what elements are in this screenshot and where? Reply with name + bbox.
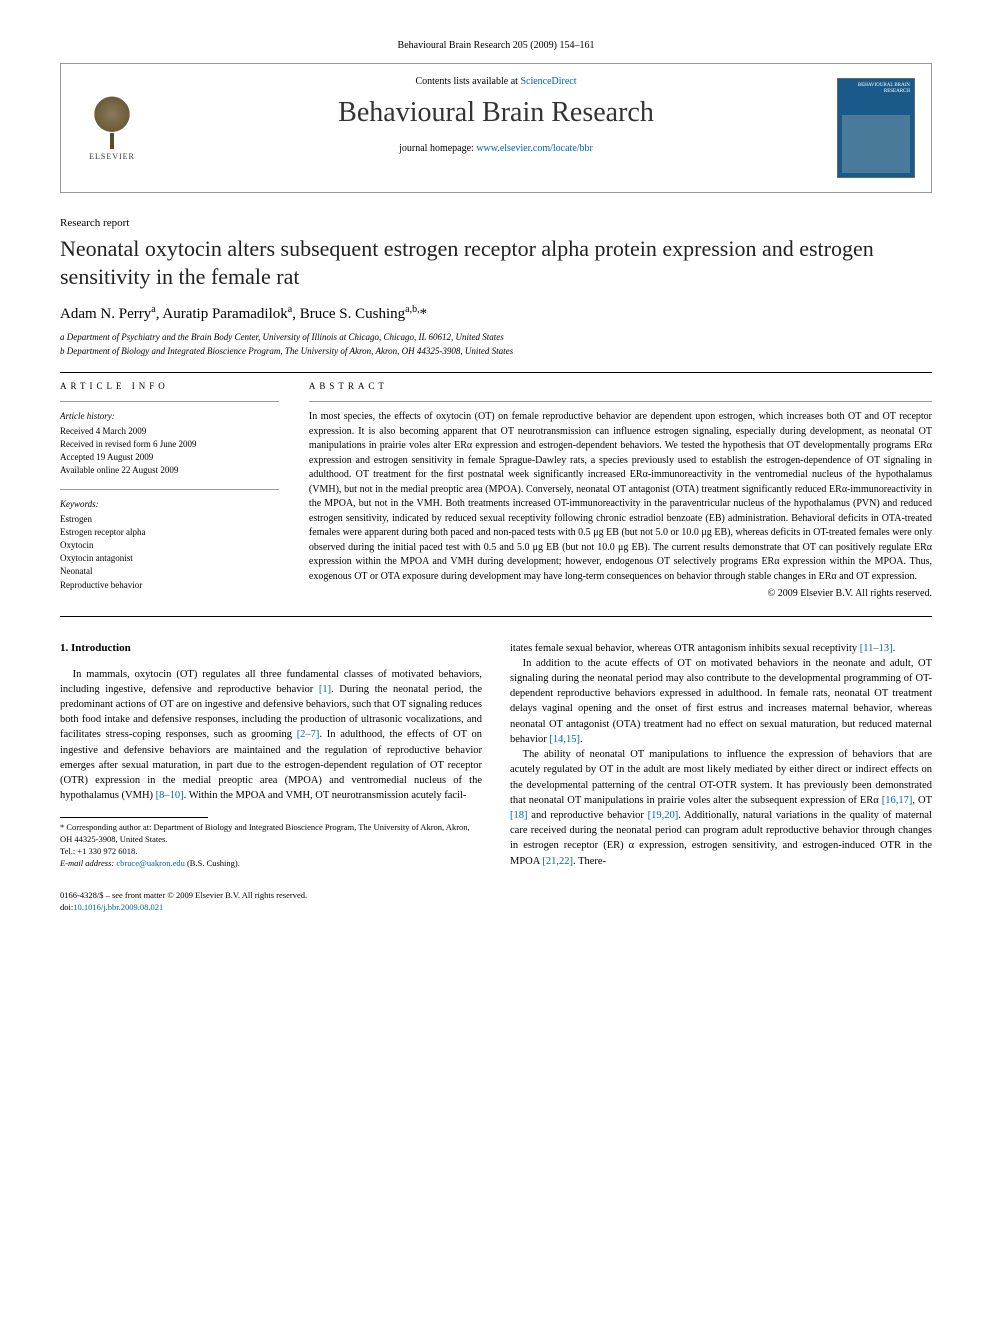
p2-text-b: . [580, 734, 583, 745]
abstract-text: In most species, the effects of oxytocin… [309, 410, 932, 584]
keyword-0: Estrogen [60, 513, 279, 526]
info-divider-2 [60, 489, 279, 490]
keyword-5: Reproductive behavior [60, 579, 279, 592]
keyword-2: Oxytocin [60, 539, 279, 552]
keywords-block: Keywords: Estrogen Estrogen receptor alp… [60, 498, 279, 591]
article-info-heading: ARTICLE INFO [60, 381, 279, 391]
p3-text-b: , OT [912, 795, 932, 806]
email-link[interactable]: cbruce@uakron.edu [116, 858, 184, 868]
sciencedirect-link[interactable]: ScienceDirect [520, 76, 576, 87]
doi-link[interactable]: 10.1016/j.bbr.2009.08.021 [73, 902, 163, 912]
author-2: Auratip Paramadilok [162, 306, 287, 322]
author-1: Adam N. Perry [60, 306, 151, 322]
p3-text-a: The ability of neonatal OT manipulations… [510, 749, 932, 806]
keywords-label: Keywords: [60, 498, 279, 511]
email-label: E-mail address: [60, 858, 116, 868]
footnote-corresponding: * Corresponding author at: Department of… [60, 822, 482, 846]
info-divider-1 [60, 401, 279, 402]
ref-link-18[interactable]: [18] [510, 810, 528, 821]
keyword-4: Neonatal [60, 565, 279, 578]
cover-title: BEHAVIOURAL BRAIN RESEARCH [842, 83, 910, 95]
p2-text-a: In addition to the acute effects of OT o… [510, 658, 932, 745]
author-1-aff: a [151, 304, 155, 315]
divider-top [60, 372, 932, 373]
contents-available-line: Contents lists available at ScienceDirec… [77, 76, 915, 87]
footnote-separator [60, 817, 208, 818]
ref-link-19-20[interactable]: [19,20] [648, 810, 679, 821]
p3-text-e: . There- [573, 856, 606, 867]
intro-para-1: In mammals, oxytocin (OT) regulates all … [60, 667, 482, 804]
history-revised: Received in revised form 6 June 2009 [60, 438, 279, 451]
header-citation: Behavioural Brain Research 205 (2009) 15… [60, 40, 932, 51]
ref-link-14-15[interactable]: [14,15] [549, 734, 580, 745]
p1-text-e: . [893, 643, 896, 654]
elsevier-text: ELSEVIER [89, 152, 135, 161]
contents-prefix: Contents lists available at [415, 76, 520, 87]
abstract-divider [309, 401, 932, 402]
journal-cover-thumbnail: BEHAVIOURAL BRAIN RESEARCH [837, 78, 915, 178]
author-2-aff: a [288, 304, 292, 315]
author-3: Bruce S. Cushing [300, 306, 405, 322]
affiliation-a: a Department of Psychiatry and the Brain… [60, 331, 932, 345]
email-suffix: (B.S. Cushing). [185, 858, 240, 868]
history-online: Available online 22 August 2009 [60, 464, 279, 477]
intro-para-3: The ability of neonatal OT manipulations… [510, 747, 932, 869]
info-abstract-row: ARTICLE INFO Article history: Received 4… [60, 381, 932, 604]
authors-line: Adam N. Perrya, Auratip Paramadiloka, Br… [60, 304, 932, 323]
footnote-tel: Tel.: +1 330 972 6018. [60, 846, 482, 858]
doi-label: doi: [60, 902, 73, 912]
footnote-email-line: E-mail address: cbruce@uakron.edu (B.S. … [60, 858, 482, 870]
abstract-column: ABSTRACT In most species, the effects of… [309, 381, 932, 604]
ref-link-21-22[interactable]: [21,22] [542, 856, 573, 867]
ref-link-2-7[interactable]: [2–7] [297, 729, 320, 740]
abstract-heading: ABSTRACT [309, 381, 932, 391]
keyword-3: Oxytocin antagonist [60, 552, 279, 565]
keyword-1: Estrogen receptor alpha [60, 526, 279, 539]
elsevier-tree-icon [87, 95, 137, 150]
journal-name: Behavioural Brain Research [77, 97, 915, 129]
footnotes-block: * Corresponding author at: Department of… [60, 822, 482, 870]
intro-para-1-cont: itates female sexual behavior, whereas O… [510, 641, 932, 656]
intro-para-2: In addition to the acute effects of OT o… [510, 656, 932, 747]
ref-link-11-13[interactable]: [11–13] [860, 643, 893, 654]
body-two-column: 1. Introduction In mammals, oxytocin (OT… [60, 641, 932, 870]
journal-header-box: ELSEVIER Contents lists available at Sci… [60, 63, 932, 193]
affiliations: a Department of Psychiatry and the Brain… [60, 331, 932, 358]
p3-text-c: and reproductive behavior [528, 810, 648, 821]
ref-link-16-17[interactable]: [16,17] [882, 795, 913, 806]
p1-cont: itates female sexual behavior, whereas O… [510, 643, 860, 654]
article-type: Research report [60, 217, 932, 229]
article-info-column: ARTICLE INFO Article history: Received 4… [60, 381, 279, 604]
page-footer: 0166-4328/$ – see front matter © 2009 El… [60, 890, 932, 914]
article-title: Neonatal oxytocin alters subsequent estr… [60, 235, 932, 290]
ref-link-1[interactable]: [1] [319, 684, 331, 695]
homepage-link[interactable]: www.elsevier.com/locate/bbr [476, 143, 593, 154]
abstract-copyright: © 2009 Elsevier B.V. All rights reserved… [309, 588, 932, 599]
ref-link-8-10[interactable]: [8–10] [156, 790, 184, 801]
homepage-prefix: journal homepage: [399, 143, 476, 154]
cover-image-area [842, 115, 910, 173]
history-accepted: Accepted 19 August 2009 [60, 451, 279, 464]
affiliation-b: b Department of Biology and Integrated B… [60, 345, 932, 359]
history-received: Received 4 March 2009 [60, 425, 279, 438]
author-3-aff: a,b, [405, 304, 419, 315]
corresponding-star-icon: * [420, 306, 428, 322]
section-heading-intro: 1. Introduction [60, 641, 482, 657]
p1-text-d: . Within the MPOA and VMH, OT neurotrans… [184, 790, 467, 801]
homepage-line: journal homepage: www.elsevier.com/locat… [77, 143, 915, 154]
divider-bottom [60, 616, 932, 617]
footer-issn: 0166-4328/$ – see front matter © 2009 El… [60, 890, 932, 902]
article-history-block: Article history: Received 4 March 2009 R… [60, 410, 279, 477]
elsevier-logo: ELSEVIER [77, 88, 147, 168]
footer-doi-line: doi:10.1016/j.bbr.2009.08.021 [60, 902, 932, 914]
history-label: Article history: [60, 410, 279, 423]
